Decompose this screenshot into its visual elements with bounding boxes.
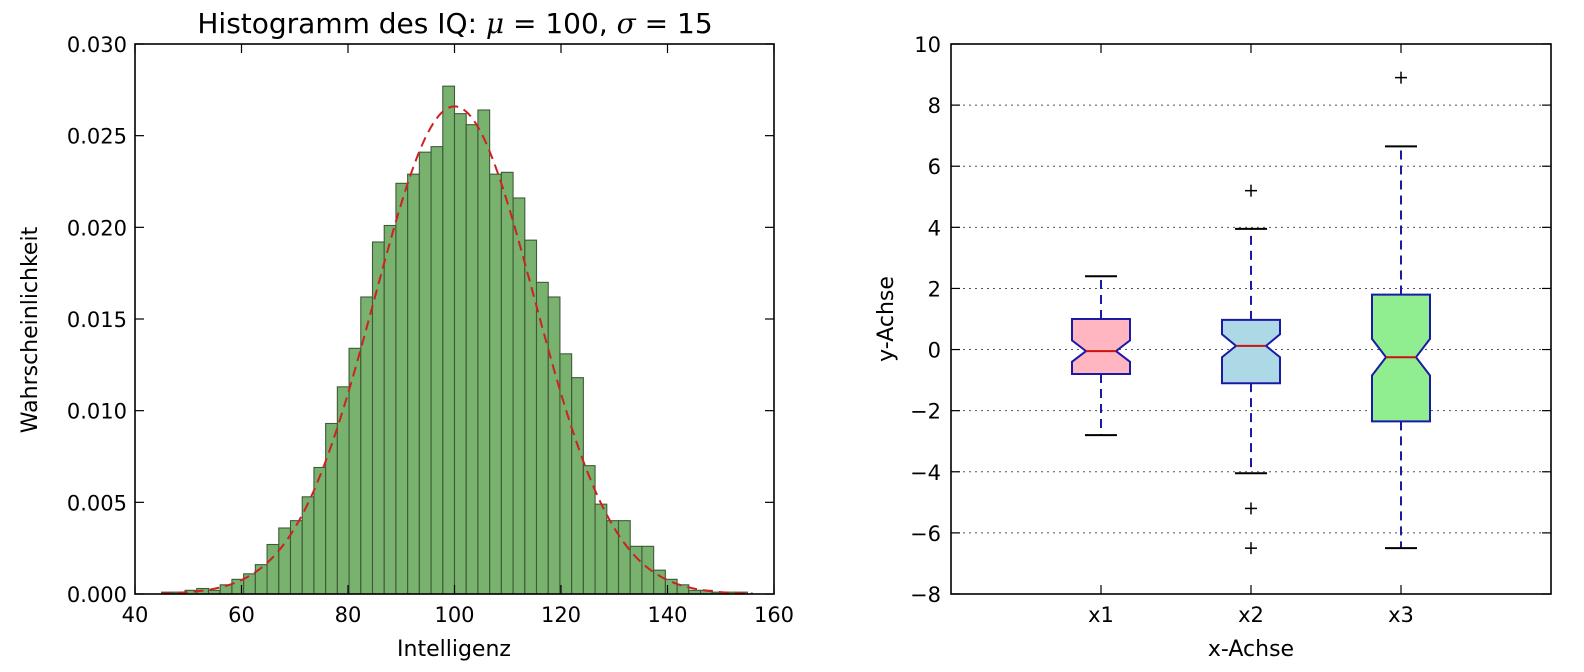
histogram-bar: [571, 377, 584, 595]
boxplot-panel: x1 x2 x3 −8 −6 −4 −2 0 2 4 6 8 10 x-Achse y-Achse: [874, 33, 1552, 662]
y-tick-label: −2: [910, 400, 941, 424]
x-tick-label: x1: [1088, 603, 1114, 627]
histogram-bar: [371, 241, 385, 595]
histogram-bar: [582, 465, 596, 595]
box-body: [1071, 318, 1131, 375]
y-tick-label: −6: [910, 522, 941, 546]
flier-point: [1245, 184, 1257, 197]
histogram-y-label: Wahrscheinlichkeit: [18, 226, 43, 433]
histogram-bar: [407, 173, 420, 595]
y-tick-label: 0: [928, 339, 941, 363]
histogram-bar: [547, 296, 561, 595]
boxplot-boxes: [1071, 71, 1431, 555]
y-tick-label: 4: [928, 216, 941, 240]
histogram-bar: [325, 422, 338, 595]
flier-point: [1395, 71, 1407, 84]
flier-point: [1245, 542, 1257, 555]
normal-fit-curve: [161, 105, 753, 595]
histogram-title: Histogramm des IQ: μ = 100, σ = 15: [197, 7, 712, 40]
y-tick-label: −4: [910, 461, 941, 485]
histogram-bar: [524, 239, 538, 595]
y-tick-label: 0.015: [67, 308, 127, 332]
histogram-bar: [594, 503, 608, 595]
y-tick-label: 2: [928, 277, 941, 301]
histogram-y-ticks: 0.000 0.005 0.010 0.015 0.020 0.025 0.030: [67, 33, 774, 607]
box-x1: [1071, 275, 1131, 437]
x-tick-label: x2: [1238, 603, 1264, 627]
histogram-bar: [500, 171, 514, 595]
flier-point: [1245, 502, 1257, 515]
histogram-bar: [465, 124, 479, 595]
histogram-bar: [243, 573, 256, 595]
x-tick-label: 40: [122, 603, 149, 627]
box-x3: [1371, 71, 1431, 550]
histogram-bar: [430, 146, 444, 595]
y-tick-label: 0.030: [67, 33, 127, 57]
x-tick-label: x3: [1388, 603, 1414, 627]
y-tick-label: 0.005: [67, 491, 127, 515]
histogram-bar: [266, 543, 280, 595]
y-tick-label: 8: [928, 94, 941, 118]
histogram-bar: [489, 173, 502, 595]
boxplot-y-label: y-Achse: [874, 276, 899, 362]
histogram-bar: [336, 386, 350, 595]
boxplot-x-label: x-Achse: [1208, 637, 1294, 662]
histogram-bar: [653, 569, 666, 595]
y-tick-label: 0.010: [67, 400, 127, 424]
boxplot-y-ticks: −8 −6 −4 −2 0 2 4 6 8 10: [910, 33, 1551, 607]
x-tick-label: 80: [335, 603, 362, 627]
x-tick-label: 160: [754, 603, 794, 627]
histogram-bar: [442, 85, 456, 595]
histogram-bar: [617, 520, 631, 595]
histogram-bar: [559, 353, 573, 595]
histogram-bar: [418, 151, 432, 595]
histogram-bar: [383, 224, 397, 595]
y-tick-label: −8: [910, 583, 941, 607]
y-tick-label: 0.025: [67, 125, 127, 149]
x-tick-label: 60: [228, 603, 255, 627]
histogram-x-ticks: 40 60 80 100 120 140 160: [122, 44, 794, 627]
histogram-bar: [676, 584, 690, 595]
histogram-bar: [395, 182, 409, 595]
y-tick-label: 6: [928, 155, 941, 179]
histogram-bars: [161, 85, 748, 595]
x-tick-label: 140: [647, 603, 687, 627]
y-tick-label: 0.000: [67, 583, 127, 607]
histogram-bar: [535, 281, 549, 595]
box-body: [1221, 318, 1281, 385]
x-tick-label: 120: [541, 603, 581, 627]
histogram-panel: Histogramm des IQ: μ = 100, σ = 15 40 60 8…: [18, 7, 794, 662]
y-tick-label: 0.020: [67, 216, 127, 240]
histogram-bar: [629, 545, 643, 595]
x-tick-label: 100: [434, 603, 474, 627]
histogram-bar: [477, 109, 491, 595]
histogram-bar: [313, 466, 327, 595]
box-x2: [1221, 184, 1281, 555]
y-tick-label: 10: [914, 33, 941, 57]
histogram-bar: [453, 113, 467, 595]
boxplot-x-ticks: x1 x2 x3: [1088, 44, 1414, 627]
histogram-x-label: Intelligenz: [397, 637, 511, 662]
